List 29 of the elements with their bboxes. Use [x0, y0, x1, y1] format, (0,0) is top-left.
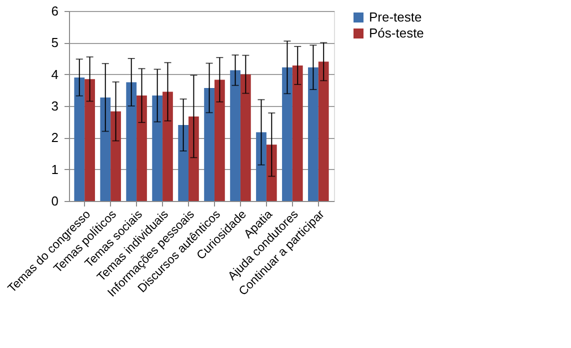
bar — [152, 96, 163, 201]
bar — [126, 82, 137, 201]
bar — [110, 111, 121, 201]
bar — [240, 74, 251, 201]
bar — [266, 144, 277, 201]
legend-label: Pre-teste — [369, 10, 422, 24]
bar — [84, 79, 95, 201]
bar — [282, 67, 292, 201]
bar — [292, 65, 303, 201]
bar — [74, 78, 85, 201]
bar — [214, 80, 225, 201]
bar — [162, 92, 173, 201]
y-tick-label: 1 — [51, 162, 58, 177]
y-tick-label: 4 — [51, 66, 58, 82]
bar — [204, 88, 214, 201]
bar — [308, 67, 318, 201]
legend-label: Pós-teste — [369, 26, 424, 40]
y-tick-label: 6 — [51, 4, 58, 18]
y-tick-label: 0 — [51, 194, 58, 208]
y-tick-label: 2 — [51, 130, 58, 146]
bar — [178, 125, 189, 201]
bar — [136, 96, 147, 201]
bar — [256, 132, 266, 201]
bar — [230, 70, 240, 201]
bar — [188, 116, 199, 201]
y-tick-label: 5 — [51, 35, 58, 50]
bar — [100, 97, 111, 201]
y-tick-label: 3 — [51, 98, 58, 114]
bar — [318, 62, 329, 201]
